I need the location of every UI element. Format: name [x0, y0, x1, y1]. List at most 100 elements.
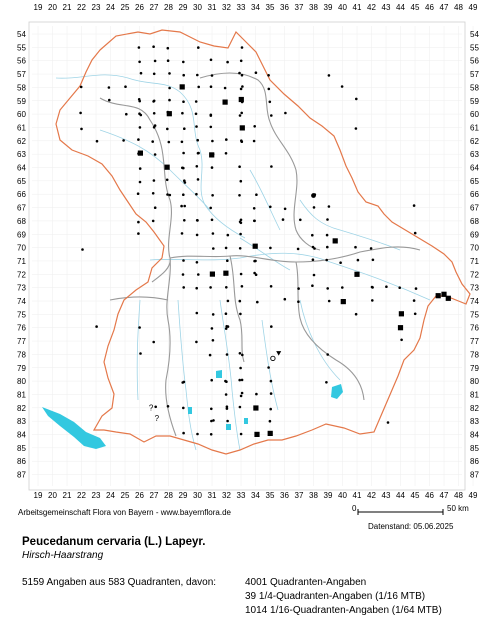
occurrence-dot	[153, 153, 157, 156]
y-tick-label-left: 72	[17, 270, 26, 279]
occurrence-dot	[283, 207, 287, 211]
x-tick-label-bottom: 32	[222, 491, 231, 500]
occurrence-dot	[197, 85, 200, 89]
occurrence-dot	[239, 221, 243, 225]
occurrence-dot	[255, 193, 258, 196]
y-tick-label-right: 59	[470, 97, 479, 106]
x-tick-label-top: 22	[77, 3, 86, 12]
occurrence-square	[253, 405, 259, 411]
lakes	[42, 370, 343, 449]
occurrence-dot	[196, 432, 199, 436]
data-date: Datenstand: 05.06.2025	[368, 522, 454, 531]
occurrence-dot	[296, 247, 300, 251]
occurrence-dot	[182, 166, 185, 170]
x-tick-label-bottom: 25	[121, 491, 130, 500]
y-tick-label-right: 80	[470, 377, 479, 386]
x-tick-label-top: 48	[454, 3, 463, 12]
occurrence-dot	[371, 258, 375, 262]
occurrence-dot	[137, 232, 140, 235]
occurrence-dot	[254, 71, 258, 74]
occurrence-dot	[239, 179, 243, 183]
occurrence-dot	[226, 233, 230, 237]
y-tick-label-right: 60	[470, 110, 479, 119]
occurrence-dot	[253, 259, 256, 263]
occurrence-dot	[270, 114, 273, 117]
x-tick-label-bottom: 42	[367, 491, 376, 500]
x-tick-label-top: 36	[280, 3, 289, 12]
occurrence-dot	[168, 86, 171, 90]
occurrence-dot	[239, 366, 242, 370]
occurrence-dot	[238, 71, 241, 75]
credit-line: Arbeitsgemeinschaft Flora von Bayern - w…	[18, 508, 231, 517]
y-tick-label-left: 76	[17, 324, 26, 333]
y-tick-label-left: 59	[17, 97, 26, 106]
occurrence-dot	[166, 193, 169, 196]
stat-sixteenth-quadrant: 1014 1/16-Quadranten-Angaben (1/64 MTB)	[245, 605, 442, 616]
occurrence-dot	[240, 285, 244, 288]
occurrence-dot	[239, 59, 243, 63]
occurrence-dot	[211, 232, 215, 235]
occurrence-dot	[239, 87, 243, 91]
occurrence-dot	[226, 325, 230, 328]
occurrence-dot	[224, 246, 228, 250]
occurrence-dot	[226, 419, 229, 423]
y-tick-label-left: 61	[17, 123, 26, 132]
occurrence-dot	[254, 273, 258, 277]
occurrence-dot	[166, 110, 170, 114]
occurrence-dot	[240, 378, 244, 382]
occurrence-dot	[209, 85, 213, 88]
occurrence-square	[164, 164, 170, 170]
occurrence-square	[137, 150, 143, 156]
occurrence-dot	[369, 247, 373, 250]
occurrence-dot	[197, 46, 200, 49]
occurrence-dot	[226, 60, 229, 64]
occurrence-dot	[340, 85, 344, 88]
x-tick-label-top: 26	[135, 3, 144, 12]
occurrence-dot	[255, 300, 259, 304]
occurrence-dot	[240, 46, 244, 49]
occurrence-dot	[209, 286, 212, 289]
occurrence-dot	[211, 194, 214, 197]
x-tick-label-bottom: 20	[48, 491, 57, 500]
question-marker: ?	[155, 414, 160, 423]
occurrence-dot	[211, 313, 215, 316]
y-tick-label-right: 63	[470, 150, 479, 159]
x-tick-label-top: 38	[309, 3, 318, 12]
y-tick-label-left: 77	[17, 337, 26, 346]
occurrence-dot	[241, 85, 244, 88]
occurrence-dot	[225, 407, 229, 410]
occurrence-dot	[210, 378, 213, 382]
y-tick-label-left: 58	[17, 83, 26, 92]
y-tick-label-right: 78	[470, 350, 479, 359]
occurrence-dot	[196, 151, 200, 155]
x-tick-label-bottom: 40	[338, 491, 347, 500]
occurrence-dot	[398, 286, 402, 290]
occurrence-dot	[196, 219, 199, 222]
occurrence-dot	[299, 218, 302, 222]
distribution-map: 19 20 21 22 23 24 25 26 27 28 29 30 31 32 33 34 35 36 37 38…	[17, 3, 479, 500]
occurrence-dot	[326, 245, 329, 249]
x-tick-label-bottom: 35	[266, 491, 275, 500]
occurrence-square	[445, 295, 451, 301]
x-tick-label-bottom: 48	[454, 491, 463, 500]
occurrence-dot	[108, 98, 111, 102]
occurrence-square	[166, 111, 172, 117]
x-tick-label-bottom: 34	[251, 491, 260, 500]
x-tick-label-top: 47	[440, 3, 449, 12]
occurrence-dot	[195, 233, 199, 237]
occurrence-dot	[81, 248, 84, 251]
occurrence-dot	[226, 299, 230, 303]
occurrence-dot	[153, 124, 157, 127]
occurrence-dot	[139, 352, 142, 355]
occurrence-dot	[238, 299, 242, 303]
y-tick-label-left: 81	[17, 390, 26, 399]
x-tick-label-bottom: 43	[382, 491, 391, 500]
occurrence-dot	[209, 206, 212, 210]
occurrence-dot	[239, 394, 243, 398]
occurrence-dot	[238, 405, 242, 409]
occurrence-dot	[139, 71, 143, 75]
occurrence-square	[397, 325, 404, 331]
x-tick-label-top: 33	[237, 3, 246, 12]
x-tick-label-bottom: 39	[324, 491, 333, 500]
occurrence-dot	[238, 247, 242, 250]
